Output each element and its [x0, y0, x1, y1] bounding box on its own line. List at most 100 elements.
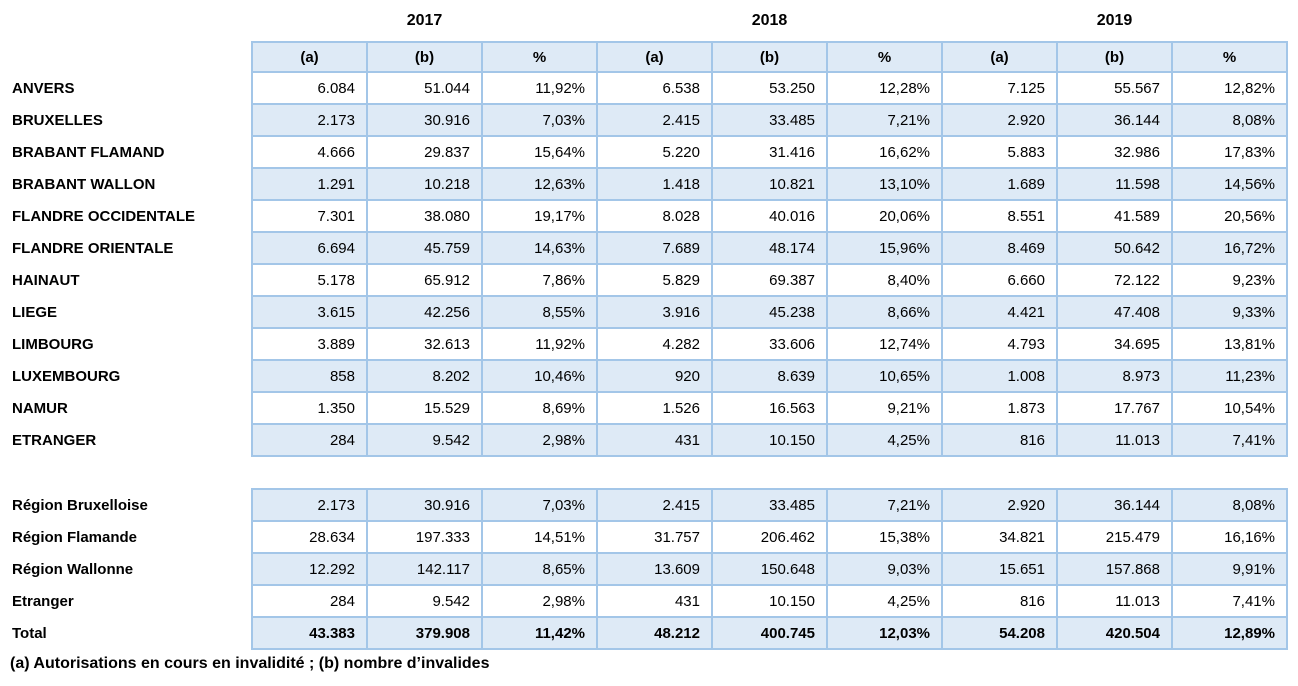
data-cell: 7,03% — [481, 488, 598, 522]
data-cell: 431 — [596, 584, 713, 618]
table-row: Région Flamande 28.634 197.333 14,51% 31.757… — [10, 520, 1288, 554]
data-cell: 45.238 — [711, 295, 828, 329]
column-header-b: (b) — [1056, 41, 1173, 73]
data-cell: 7.689 — [596, 231, 713, 265]
data-cell: 4.421 — [941, 295, 1058, 329]
data-cell: 50.642 — [1056, 231, 1173, 265]
data-cell: 43.383 — [251, 616, 368, 650]
data-cell: 11.013 — [1056, 423, 1173, 457]
data-cell: 12,63% — [481, 167, 598, 201]
data-cell: 33.485 — [711, 103, 828, 137]
data-cell: 9,21% — [826, 391, 943, 425]
corner-spacer — [10, 6, 252, 42]
data-cell: 4.282 — [596, 327, 713, 361]
data-cell: 20,56% — [1171, 199, 1288, 233]
data-cell: 9,33% — [1171, 295, 1288, 329]
data-cell: 38.080 — [366, 199, 483, 233]
data-cell: 2.920 — [941, 103, 1058, 137]
data-cell: 157.868 — [1056, 552, 1173, 586]
invalidity-table-regions: Région Bruxelloise 2.173 30.916 7,03% 2.415 3… — [10, 488, 1288, 650]
data-cell: 5.883 — [941, 135, 1058, 169]
table-row: Total 43.383 379.908 11,42% 48.212 400.745 12,… — [10, 616, 1288, 650]
data-cell: 41.589 — [1056, 199, 1173, 233]
data-cell: 7,41% — [1171, 423, 1288, 457]
data-cell: 36.144 — [1056, 488, 1173, 522]
data-cell: 8,69% — [481, 391, 598, 425]
data-cell: 48.174 — [711, 231, 828, 265]
data-cell: 17.767 — [1056, 391, 1173, 425]
data-cell: 15.529 — [366, 391, 483, 425]
data-cell: 14,51% — [481, 520, 598, 554]
data-cell: 6.660 — [941, 263, 1058, 297]
data-cell: 379.908 — [366, 616, 483, 650]
data-cell: 12,03% — [826, 616, 943, 650]
data-cell: 11,23% — [1171, 359, 1288, 393]
data-cell: 11.013 — [1056, 584, 1173, 618]
data-cell: 215.479 — [1056, 520, 1173, 554]
data-cell: 7.301 — [251, 199, 368, 233]
data-cell: 8.202 — [366, 359, 483, 393]
table-row: ETRANGER 284 9.542 2,98% 431 10.150 4,25% 816 11… — [10, 423, 1288, 457]
row-label: LUXEMBOURG — [10, 360, 252, 392]
table-row: Région Bruxelloise 2.173 30.916 7,03% 2.415 3… — [10, 488, 1288, 522]
data-cell: 15,64% — [481, 135, 598, 169]
data-cell: 206.462 — [711, 520, 828, 554]
data-cell: 11,92% — [481, 71, 598, 105]
data-cell: 2.920 — [941, 488, 1058, 522]
data-cell: 150.648 — [711, 552, 828, 586]
data-cell: 15,38% — [826, 520, 943, 554]
data-cell: 3.889 — [251, 327, 368, 361]
data-cell: 1.526 — [596, 391, 713, 425]
data-cell: 7,03% — [481, 103, 598, 137]
province-rows: ANVERS 6.084 51.044 11,92% 6.538 53.250 12,28%… — [10, 71, 1288, 457]
data-cell: 4.793 — [941, 327, 1058, 361]
column-header-b: (b) — [711, 41, 828, 73]
data-cell: 10.150 — [711, 423, 828, 457]
data-cell: 30.916 — [366, 103, 483, 137]
data-cell: 12,89% — [1171, 616, 1288, 650]
data-cell: 5.220 — [596, 135, 713, 169]
data-cell: 33.606 — [711, 327, 828, 361]
table-row: LIMBOURG 3.889 32.613 11,92% 4.282 33.606 12,7… — [10, 327, 1288, 361]
table-row: BRUXELLES 2.173 30.916 7,03% 2.415 33.485 7,21… — [10, 103, 1288, 137]
year-header-2018: 2018 — [597, 6, 942, 42]
column-header-a: (a) — [596, 41, 713, 73]
data-cell: 816 — [941, 423, 1058, 457]
data-cell: 10.150 — [711, 584, 828, 618]
data-cell: 45.759 — [366, 231, 483, 265]
data-cell: 9.542 — [366, 584, 483, 618]
row-label: FLANDRE OCCIDENTALE — [10, 200, 252, 232]
row-label: Total — [10, 617, 252, 649]
row-label: BRUXELLES — [10, 104, 252, 136]
data-cell: 72.122 — [1056, 263, 1173, 297]
data-cell: 1.291 — [251, 167, 368, 201]
data-cell: 2.415 — [596, 488, 713, 522]
data-cell: 10.218 — [366, 167, 483, 201]
data-cell: 8.973 — [1056, 359, 1173, 393]
data-cell: 5.178 — [251, 263, 368, 297]
data-cell: 48.212 — [596, 616, 713, 650]
data-cell: 19,17% — [481, 199, 598, 233]
data-cell: 69.387 — [711, 263, 828, 297]
data-cell: 16,16% — [1171, 520, 1288, 554]
data-cell: 36.144 — [1056, 103, 1173, 137]
data-cell: 12,28% — [826, 71, 943, 105]
data-cell: 28.634 — [251, 520, 368, 554]
data-cell: 17,83% — [1171, 135, 1288, 169]
data-cell: 420.504 — [1056, 616, 1173, 650]
data-cell: 1.873 — [941, 391, 1058, 425]
data-cell: 31.416 — [711, 135, 828, 169]
data-cell: 10,65% — [826, 359, 943, 393]
column-header-pct: % — [1171, 41, 1288, 73]
data-cell: 8,08% — [1171, 488, 1288, 522]
column-header-a: (a) — [941, 41, 1058, 73]
data-cell: 284 — [251, 423, 368, 457]
row-label: NAMUR — [10, 392, 252, 424]
data-cell: 8,55% — [481, 295, 598, 329]
data-cell: 4,25% — [826, 423, 943, 457]
data-cell: 7,41% — [1171, 584, 1288, 618]
table-row: FLANDRE OCCIDENTALE 7.301 38.080 19,17% 8.02… — [10, 199, 1288, 233]
data-cell: 11,42% — [481, 616, 598, 650]
data-cell: 34.821 — [941, 520, 1058, 554]
data-cell: 32.613 — [366, 327, 483, 361]
